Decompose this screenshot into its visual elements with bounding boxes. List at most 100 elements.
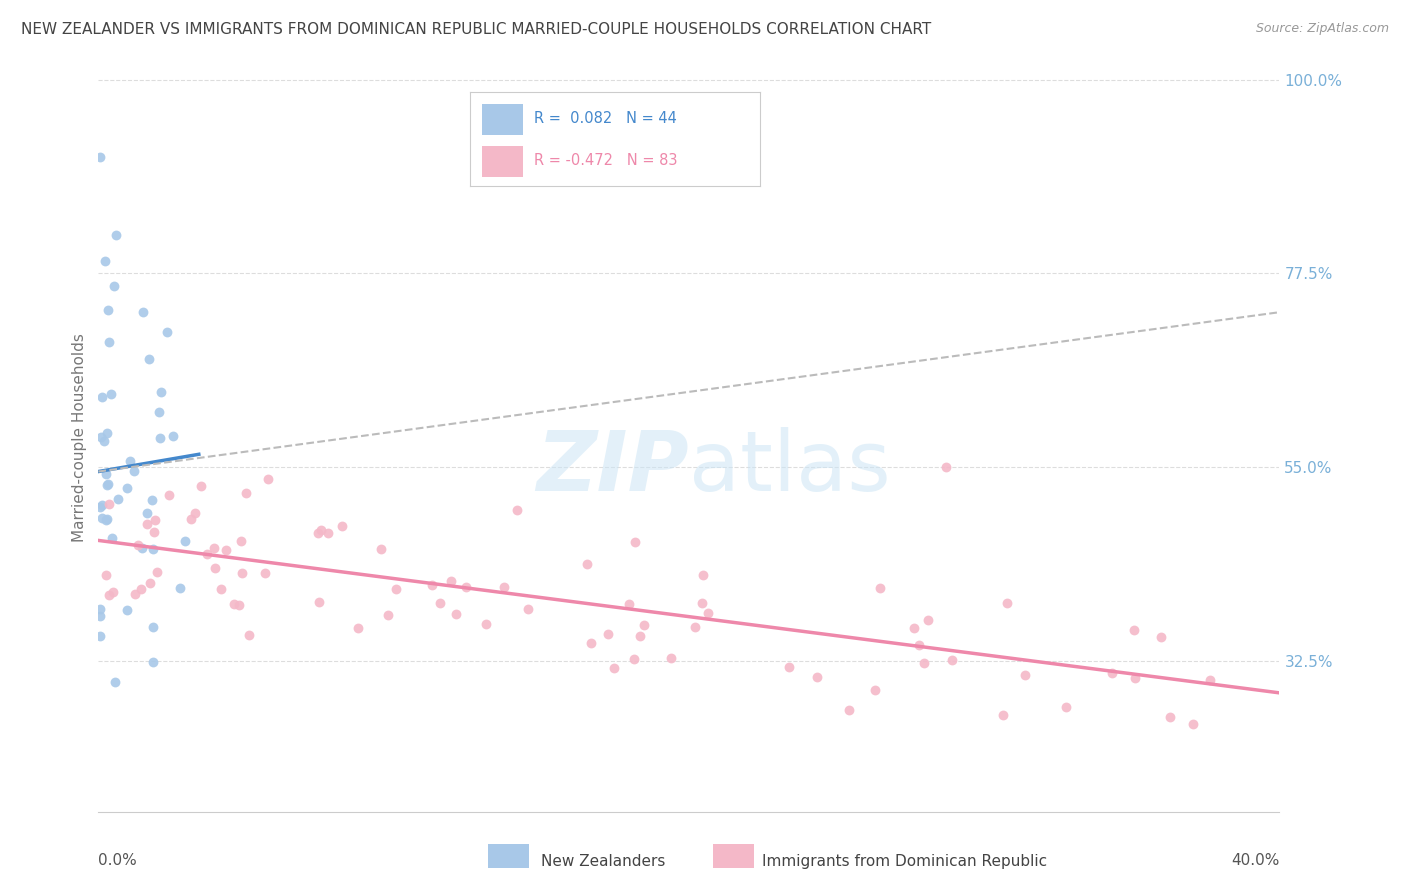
Point (991, 707, 1014, 722)
Point (138, 576, 160, 591)
Point (576, 558, 599, 572)
Point (94, 568, 117, 582)
Point (603, 661, 626, 675)
Point (91, 390, 114, 404)
Point (1199, 673, 1222, 687)
Point (330, 519, 353, 533)
Point (1125, 671, 1147, 685)
Point (96, 512, 118, 526)
Point (598, 627, 620, 641)
Point (115, 481, 138, 495)
Text: atlas: atlas (689, 426, 890, 508)
Point (224, 597, 246, 611)
Y-axis label: Married-couple Households: Married-couple Households (72, 333, 87, 541)
Point (420, 578, 443, 592)
Point (132, 305, 155, 319)
Point (838, 702, 860, 716)
Point (309, 524, 332, 538)
Point (135, 506, 157, 520)
Point (1122, 623, 1144, 637)
Point (93, 434, 115, 448)
Point (149, 431, 172, 445)
Point (101, 531, 124, 545)
Point (697, 606, 720, 620)
Point (869, 581, 891, 595)
Point (138, 351, 160, 366)
Point (215, 542, 238, 557)
Point (1150, 630, 1173, 644)
Point (104, 674, 127, 689)
Point (628, 630, 651, 644)
Point (97, 302, 120, 317)
Point (308, 595, 330, 609)
Point (156, 326, 179, 340)
Point (89, 629, 111, 643)
Point (506, 503, 529, 517)
Point (89, 602, 111, 616)
Point (90, 430, 112, 444)
Point (91, 499, 114, 513)
Point (863, 683, 886, 698)
Point (377, 608, 399, 623)
Point (908, 638, 931, 652)
Point (115, 602, 138, 616)
Point (142, 524, 165, 539)
Point (129, 582, 152, 596)
Text: Immigrants from Dominican Republic: Immigrants from Dominican Republic (762, 855, 1047, 870)
Point (98, 335, 121, 350)
Point (1159, 709, 1181, 723)
Point (101, 585, 124, 599)
Point (446, 607, 468, 621)
Point (307, 526, 329, 541)
Point (617, 598, 640, 612)
Point (204, 561, 226, 575)
Text: NEW ZEALANDER VS IMMIGRANTS FROM DOMINICAN REPUBLIC MARRIED-COUPLE HOUSEHOLDS CO: NEW ZEALANDER VS IMMIGRANTS FROM DOMINIC… (21, 22, 931, 37)
Point (806, 670, 828, 684)
Point (89, 150, 111, 164)
Point (94, 253, 117, 268)
Point (195, 547, 218, 561)
Point (146, 565, 169, 579)
Point (385, 582, 408, 596)
Point (235, 486, 257, 500)
Point (135, 516, 157, 531)
Point (624, 535, 647, 549)
Point (103, 279, 125, 293)
Point (96, 425, 118, 440)
Point (692, 567, 714, 582)
Point (96, 477, 118, 491)
Point (169, 581, 191, 595)
Point (142, 620, 165, 634)
Point (778, 660, 800, 674)
Point (98, 588, 121, 602)
Point (90, 510, 112, 524)
Point (231, 534, 253, 549)
Point (127, 538, 149, 552)
Point (995, 596, 1018, 610)
Point (94, 467, 117, 481)
Point (100, 387, 122, 401)
Point (917, 614, 939, 628)
Point (935, 460, 957, 475)
Point (131, 541, 153, 556)
Point (1014, 668, 1036, 682)
Point (347, 621, 370, 635)
Text: ZIP: ZIP (536, 426, 689, 508)
Text: Source: ZipAtlas.com: Source: ZipAtlas.com (1256, 22, 1389, 36)
Point (148, 405, 170, 419)
Point (173, 534, 195, 549)
Point (209, 582, 232, 597)
Point (97, 497, 120, 511)
Point (162, 428, 184, 442)
Text: New Zealanders: New Zealanders (541, 855, 665, 870)
Point (107, 492, 129, 507)
Point (143, 512, 166, 526)
Point (254, 566, 277, 581)
Point (89, 500, 111, 514)
Point (122, 464, 145, 478)
Point (157, 488, 180, 502)
Point (150, 385, 173, 400)
Point (124, 587, 146, 601)
Point (370, 542, 392, 557)
Text: 0.0%: 0.0% (98, 853, 138, 868)
